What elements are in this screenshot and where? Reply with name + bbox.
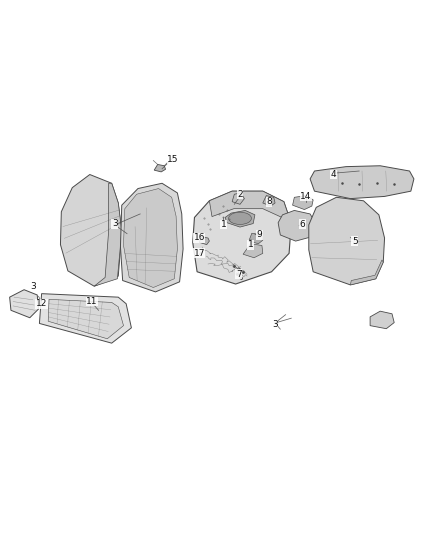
Ellipse shape [229,212,251,224]
Polygon shape [60,174,122,286]
Polygon shape [309,197,385,285]
Polygon shape [193,191,291,284]
Polygon shape [370,311,394,329]
Polygon shape [249,233,263,244]
Text: 2: 2 [237,190,243,199]
Polygon shape [209,191,291,223]
Text: 6: 6 [299,220,305,229]
Text: 4: 4 [331,170,336,179]
Polygon shape [293,196,313,209]
Text: 9: 9 [257,230,263,239]
Text: 3: 3 [112,219,118,228]
Text: 3: 3 [30,282,36,290]
Polygon shape [94,183,122,286]
Text: 14: 14 [300,192,311,201]
Polygon shape [350,260,383,285]
Text: 15: 15 [167,155,179,164]
Text: 1: 1 [247,240,254,249]
Polygon shape [278,211,315,241]
Polygon shape [310,166,414,199]
Text: 16: 16 [194,233,205,242]
Text: 7: 7 [236,270,242,279]
Polygon shape [263,196,275,206]
Text: 17: 17 [194,249,205,258]
Text: 11: 11 [86,297,98,306]
Text: 3: 3 [272,320,278,329]
Text: 5: 5 [352,237,358,246]
Text: 1: 1 [220,220,226,229]
Polygon shape [39,294,131,343]
Polygon shape [124,189,177,287]
Text: 12: 12 [36,299,47,308]
Polygon shape [10,290,39,318]
Polygon shape [154,165,166,172]
Polygon shape [232,193,244,204]
Polygon shape [120,183,183,292]
Polygon shape [199,237,209,245]
Polygon shape [243,244,263,258]
Polygon shape [225,211,255,227]
Polygon shape [48,300,124,339]
Text: 8: 8 [266,197,272,206]
